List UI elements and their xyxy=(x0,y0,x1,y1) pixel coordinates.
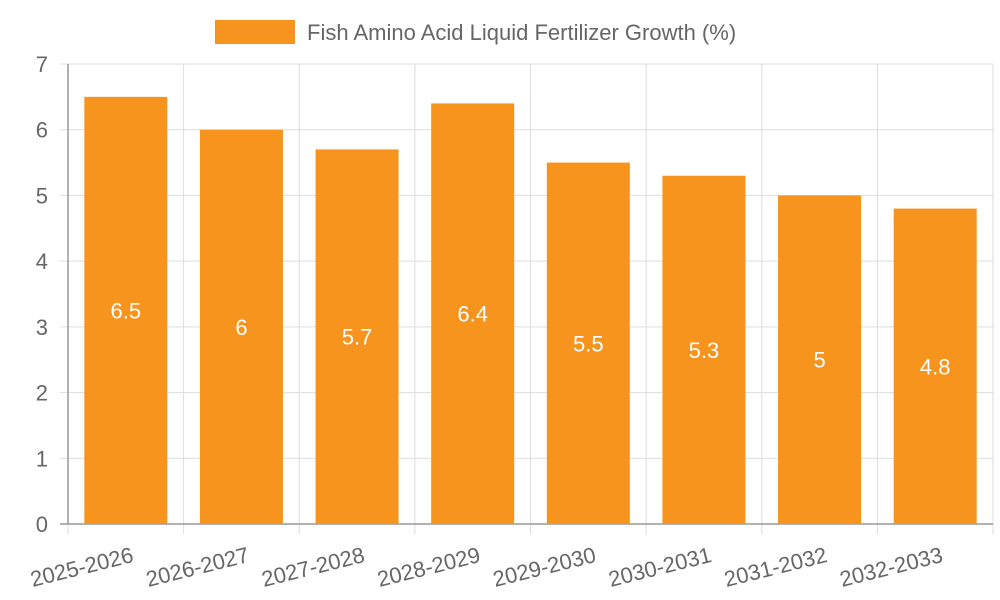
x-axis-ticks: 2025-2026 2026-2027 2027-2028 2028-2029 2029… xyxy=(28,542,946,592)
bar-value-label: 5 xyxy=(813,348,825,373)
x-tick-label: 2028-2029 xyxy=(375,542,483,592)
x-tick-label: 2031-2032 xyxy=(722,542,830,592)
y-tick-label: 2 xyxy=(36,381,48,406)
bar[interactable] xyxy=(662,175,746,524)
bar-value-label: 6 xyxy=(235,315,247,340)
y-tick-label: 0 xyxy=(36,512,48,537)
bar[interactable] xyxy=(431,103,515,524)
bars xyxy=(84,96,977,525)
legend[interactable]: Fish Amino Acid Liquid Fertilizer Growth… xyxy=(215,20,736,45)
y-tick-label: 4 xyxy=(36,249,48,274)
bar-value-label: 6.5 xyxy=(111,298,142,323)
bar[interactable] xyxy=(199,129,283,524)
bar[interactable] xyxy=(315,149,399,524)
data-labels: 6.5 6 5.7 6.4 5.5 5.3 5 4.8 xyxy=(111,298,951,379)
y-tick-label: 6 xyxy=(36,118,48,143)
y-tick-label: 7 xyxy=(36,52,48,77)
legend-label: Fish Amino Acid Liquid Fertilizer Growth… xyxy=(307,20,736,45)
x-tick-label: 2032-2033 xyxy=(837,542,945,592)
bar[interactable] xyxy=(893,208,977,525)
bar-value-label: 6.4 xyxy=(457,302,488,327)
bar-value-label: 4.8 xyxy=(920,354,951,379)
bar-value-label: 5.3 xyxy=(689,338,720,363)
y-tick-label: 1 xyxy=(36,446,48,471)
y-tick-label: 5 xyxy=(36,183,48,208)
legend-swatch xyxy=(215,20,295,44)
x-tick-label: 2025-2026 xyxy=(28,542,136,592)
bar-value-label: 5.5 xyxy=(573,331,604,356)
y-tick-label: 3 xyxy=(36,315,48,340)
x-tick-label: 2029-2030 xyxy=(490,542,598,592)
bar[interactable] xyxy=(84,96,168,524)
bar[interactable] xyxy=(546,162,630,525)
x-tick-label: 2027-2028 xyxy=(259,542,367,592)
y-axis-ticks: 0 1 2 3 4 5 6 7 xyxy=(36,52,48,537)
x-tick-label: 2030-2031 xyxy=(606,542,714,592)
bar[interactable] xyxy=(778,195,862,524)
x-tick-label: 2026-2027 xyxy=(143,542,251,592)
bar-value-label: 5.7 xyxy=(342,325,373,350)
